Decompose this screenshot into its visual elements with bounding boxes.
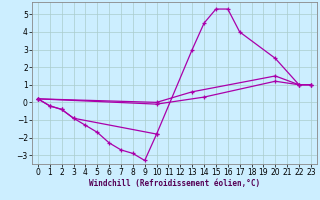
X-axis label: Windchill (Refroidissement éolien,°C): Windchill (Refroidissement éolien,°C) bbox=[89, 179, 260, 188]
